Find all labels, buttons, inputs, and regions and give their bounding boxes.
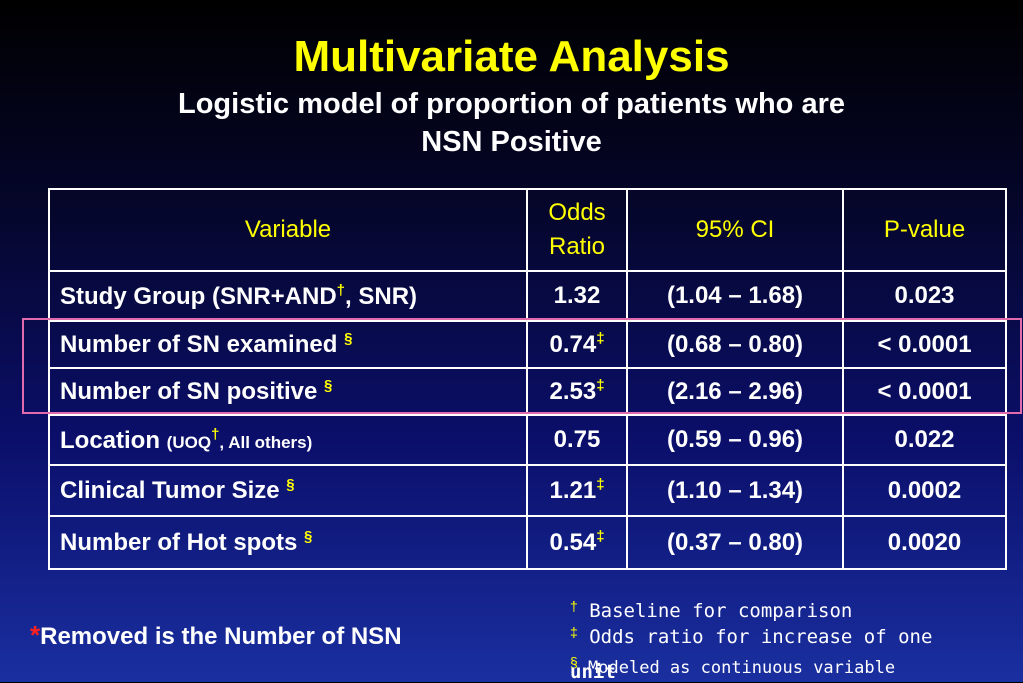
- highlight-box: [22, 318, 1022, 414]
- variable-cell: Number of SN examined §: [48, 320, 528, 369]
- variable-text: Number of Hot spots: [60, 529, 304, 556]
- variable-small-a: (UOQ: [166, 432, 212, 452]
- variable-text: Number of SN examined: [60, 331, 345, 358]
- odds-cell: 0.74‡: [526, 320, 628, 369]
- variable-cell: Clinical Tumor Size §: [48, 464, 528, 517]
- footnote-mark: §: [304, 528, 313, 545]
- header-ci: 95% CI: [626, 188, 844, 272]
- ci-cell: (0.68 – 0.80): [626, 320, 844, 369]
- subtitle-line-2: NSN Positive: [421, 126, 602, 158]
- table-row: Clinical Tumor Size § 1.21‡ (1.10 – 1.34…: [48, 464, 1007, 517]
- variable-text: Location: [60, 426, 167, 454]
- odds-value: 0.54: [549, 529, 597, 556]
- footnote-mark: §: [324, 377, 333, 394]
- odds-value: 2.53: [549, 378, 597, 405]
- variable-text-b: , SNR): [345, 282, 418, 310]
- footnote-odds-ratio: ‡ Odds ratio for increase of one: [570, 624, 932, 648]
- odds-footnote-mark: ‡: [596, 330, 605, 347]
- footnote-unit: unit: [570, 661, 616, 683]
- subtitle-line-1: Logistic model of proportion of patients…: [178, 88, 845, 120]
- pvalue-cell: 0.023: [842, 270, 1007, 322]
- table-header-row: Variable Odds Ratio 95% CI P-value: [48, 188, 1007, 272]
- footnote-mark: §: [344, 330, 353, 347]
- footnote-symbol: §: [570, 654, 578, 670]
- odds-cell: 1.21‡: [526, 464, 628, 517]
- odds-value: 0.75: [553, 426, 601, 453]
- variable-cell: Number of Hot spots §: [48, 515, 528, 570]
- removed-asterisk: *: [30, 620, 41, 650]
- odds-cell: 0.75: [526, 414, 628, 466]
- ci-cell: (1.10 – 1.34): [626, 464, 844, 517]
- footnote-mark: †: [336, 281, 346, 299]
- variable-cell: Study Group (SNR+AND†, SNR): [48, 270, 528, 322]
- variable-cell: Number of SN positive §: [48, 367, 528, 416]
- header-variable: Variable: [48, 188, 528, 272]
- variable-cell: Location (UOQ†, All others): [48, 414, 528, 466]
- pvalue-cell: 0.0002: [842, 464, 1007, 517]
- variable-text: Number of SN positive: [60, 378, 325, 405]
- header-odds-line2: Ratio: [548, 233, 606, 260]
- variable-small-b: , All others): [219, 432, 313, 452]
- footnote-mark: §: [286, 476, 295, 493]
- odds-value: 1.21: [549, 477, 597, 504]
- footnote-mark: †: [211, 425, 220, 443]
- odds-footnote-mark: ‡: [596, 476, 605, 493]
- table-row: Number of Hot spots § 0.54‡ (0.37 – 0.80…: [48, 515, 1007, 570]
- table-row: Number of SN examined § 0.74‡ (0.68 – 0.…: [48, 320, 1007, 369]
- odds-cell: 1.32: [526, 270, 628, 322]
- odds-cell: 2.53‡: [526, 367, 628, 416]
- footnote-text: Modeled as continuous variable: [577, 658, 896, 678]
- odds-value: 0.74: [549, 331, 597, 358]
- ci-cell: (1.04 – 1.68): [626, 270, 844, 322]
- footnote-continuous: § Modeled as continuous variable: [570, 654, 895, 678]
- table-row: Study Group (SNR+AND†, SNR) 1.32 (1.04 –…: [48, 270, 1007, 322]
- removed-text: Removed is the Number of NSN: [40, 623, 402, 650]
- odds-footnote-mark: ‡: [596, 377, 605, 394]
- removed-note: *Removed is the Number of NSN: [30, 620, 402, 651]
- variable-text: Clinical Tumor Size: [60, 477, 287, 504]
- pvalue-cell: 0.022: [842, 414, 1007, 466]
- footnote-text: Baseline for comparison: [577, 600, 853, 622]
- odds-value: 1.32: [553, 282, 601, 309]
- header-odds-line1: Odds: [548, 199, 606, 226]
- odds-cell: 0.54‡: [526, 515, 628, 570]
- ci-cell: (0.59 – 0.96): [626, 414, 844, 466]
- variable-text-a: Study Group (SNR+AND: [60, 282, 337, 310]
- pvalue-cell: < 0.0001: [842, 367, 1007, 416]
- table-row: Location (UOQ†, All others) 0.75 (0.59 –…: [48, 414, 1007, 466]
- ci-cell: (2.16 – 2.96): [626, 367, 844, 416]
- pvalue-cell: 0.0020: [842, 515, 1007, 570]
- footnote-baseline: † Baseline for comparison: [570, 598, 852, 622]
- header-pvalue: P-value: [842, 188, 1007, 272]
- odds-footnote-mark: ‡: [596, 528, 605, 545]
- footnote-symbol: ‡: [570, 624, 578, 640]
- header-odds-ratio: Odds Ratio: [526, 188, 628, 272]
- ci-cell: (0.37 – 0.80): [626, 515, 844, 570]
- slide-subtitle: Logistic model of proportion of patients…: [80, 85, 943, 161]
- table-row: Number of SN positive § 2.53‡ (2.16 – 2.…: [48, 367, 1007, 416]
- results-table: Variable Odds Ratio 95% CI P-value Study…: [48, 188, 1007, 570]
- footnote-symbol: †: [570, 598, 578, 614]
- footnote-text: Odds ratio for increase of one: [577, 626, 933, 648]
- slide-title: Multivariate Analysis: [293, 32, 730, 81]
- pvalue-cell: < 0.0001: [842, 320, 1007, 369]
